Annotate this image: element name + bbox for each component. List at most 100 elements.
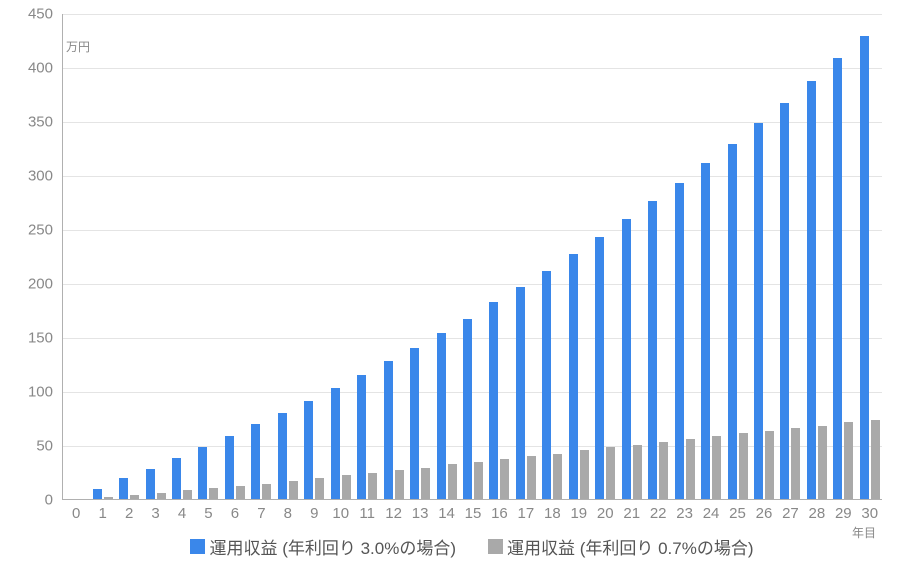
y-tick-label: 350 <box>28 114 63 131</box>
chart-container: 0501001502002503003504004500123456789101… <box>0 0 900 571</box>
x-tick-label: 30 <box>861 499 878 522</box>
bar-s2 <box>500 459 509 499</box>
y-axis-unit: 万円 <box>66 38 90 55</box>
x-tick-label: 8 <box>284 499 292 522</box>
bar-s2 <box>686 439 695 499</box>
x-tick-label: 28 <box>809 499 826 522</box>
bar-s1 <box>251 424 260 499</box>
bar-s2 <box>395 470 404 499</box>
bar-s1 <box>463 319 472 499</box>
bar-s2 <box>289 481 298 499</box>
x-tick-label: 7 <box>257 499 265 522</box>
x-tick-label: 10 <box>332 499 349 522</box>
x-tick-label: 14 <box>438 499 455 522</box>
bar-s1 <box>780 103 789 499</box>
bar-s2 <box>183 490 192 499</box>
bar-s2 <box>553 454 562 499</box>
gridline <box>63 68 882 69</box>
bar-s2 <box>871 420 880 499</box>
y-tick-label: 150 <box>28 330 63 347</box>
y-tick-label: 450 <box>28 6 63 23</box>
legend: 運用収益 (年利回り 3.0%の場合) 運用収益 (年利回り 0.7%の場合) <box>62 534 882 559</box>
bar-s1 <box>675 183 684 499</box>
x-tick-label: 6 <box>231 499 239 522</box>
x-tick-label: 24 <box>703 499 720 522</box>
bar-s1 <box>357 375 366 499</box>
y-tick-label: 250 <box>28 222 63 239</box>
x-tick-label: 19 <box>570 499 587 522</box>
bar-s2 <box>209 488 218 499</box>
bar-s1 <box>860 36 869 499</box>
bar-s2 <box>633 445 642 499</box>
x-tick-label: 16 <box>491 499 508 522</box>
x-tick-label: 5 <box>204 499 212 522</box>
bar-s2 <box>791 428 800 499</box>
bar-s1 <box>384 361 393 499</box>
x-tick-label: 20 <box>597 499 614 522</box>
bar-s2 <box>342 475 351 499</box>
x-tick-label: 27 <box>782 499 799 522</box>
bar-s1 <box>410 348 419 499</box>
x-tick-label: 23 <box>676 499 693 522</box>
bar-s2 <box>236 486 245 499</box>
y-tick-label: 100 <box>28 384 63 401</box>
bar-s2 <box>712 436 721 499</box>
bar-s1 <box>569 254 578 499</box>
legend-swatch <box>488 539 503 554</box>
bar-s1 <box>146 469 155 499</box>
y-tick-label: 300 <box>28 168 63 185</box>
x-tick-label: 2 <box>125 499 133 522</box>
bar-s1 <box>833 58 842 499</box>
bar-s2 <box>580 450 589 499</box>
bar-s2 <box>606 447 615 499</box>
bar-s2 <box>262 484 271 499</box>
bar-s2 <box>315 478 324 499</box>
bar-s1 <box>754 123 763 499</box>
bar-s2 <box>527 456 536 499</box>
x-tick-label: 18 <box>544 499 561 522</box>
x-tick-label: 17 <box>518 499 535 522</box>
bar-s1 <box>278 413 287 499</box>
bar-s1 <box>542 271 551 499</box>
x-tick-label: 11 <box>359 499 375 522</box>
x-tick-label: 26 <box>756 499 773 522</box>
x-tick-label: 4 <box>178 499 186 522</box>
legend-label: 運用収益 (年利回り 3.0%の場合) <box>209 534 456 559</box>
plot-area: 0501001502002503003504004500123456789101… <box>62 14 882 500</box>
x-tick-label: 29 <box>835 499 852 522</box>
bar-s2 <box>659 442 668 499</box>
bar-s1 <box>119 478 128 499</box>
bar-s2 <box>130 495 139 499</box>
bar-s2 <box>765 431 774 499</box>
x-tick-label: 12 <box>385 499 402 522</box>
legend-item: 運用収益 (年利回り 0.7%の場合) <box>488 534 754 559</box>
bar-s2 <box>368 473 377 499</box>
bar-s1 <box>728 144 737 499</box>
legend-label: 運用収益 (年利回り 0.7%の場合) <box>507 534 754 559</box>
bar-s1 <box>304 401 313 499</box>
bar-s1 <box>225 436 234 499</box>
bar-s2 <box>474 462 483 499</box>
x-tick-label: 1 <box>99 499 107 522</box>
bar-s2 <box>844 422 853 499</box>
gridline <box>63 14 882 15</box>
y-tick-label: 0 <box>45 492 63 509</box>
bar-s1 <box>807 81 816 499</box>
bar-s1 <box>331 388 340 499</box>
x-tick-label: 25 <box>729 499 746 522</box>
bar-s1 <box>198 447 207 499</box>
bar-s1 <box>489 302 498 499</box>
bar-s2 <box>739 433 748 499</box>
bar-s1 <box>595 237 604 499</box>
bar-s1 <box>622 219 631 499</box>
y-tick-label: 200 <box>28 276 63 293</box>
x-tick-label: 22 <box>650 499 667 522</box>
bar-s1 <box>648 201 657 499</box>
legend-swatch <box>190 539 205 554</box>
bar-s2 <box>421 468 430 499</box>
y-tick-label: 50 <box>36 438 63 455</box>
bar-s2 <box>157 493 166 499</box>
x-tick-label: 0 <box>72 499 80 522</box>
x-tick-label: 13 <box>412 499 429 522</box>
y-tick-label: 400 <box>28 60 63 77</box>
